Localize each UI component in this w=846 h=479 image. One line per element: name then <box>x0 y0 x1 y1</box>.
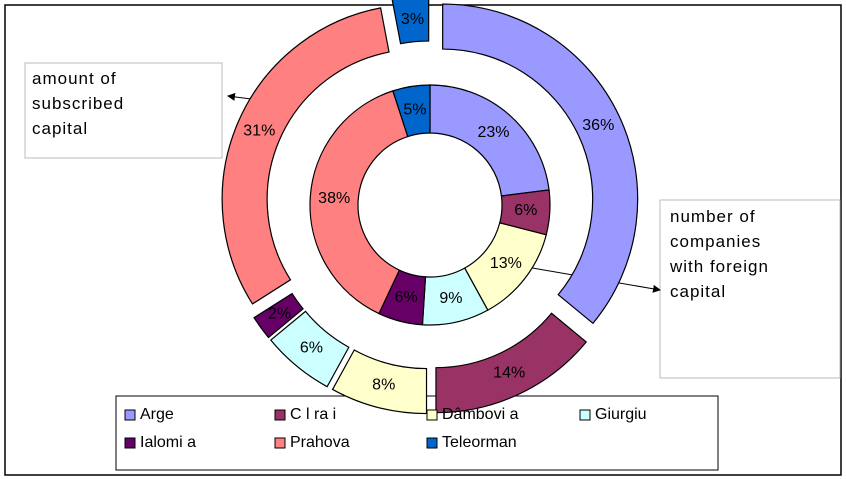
legend-label: Ialomi a <box>140 434 196 451</box>
data-label: 6% <box>300 340 323 357</box>
legend-swatch <box>579 409 591 421</box>
data-label: 2% <box>268 306 291 323</box>
data-label: 5% <box>403 101 426 118</box>
legend-swatch <box>426 437 438 449</box>
data-label: 13% <box>490 255 522 272</box>
doughnut-segment <box>442 3 639 325</box>
data-label: 9% <box>439 290 462 307</box>
data-label: 6% <box>514 202 537 219</box>
data-label: 36% <box>582 117 614 134</box>
doughnut-segment <box>253 292 304 339</box>
legend-swatch <box>274 409 286 421</box>
legend-label: Dâmbovi a <box>442 406 519 423</box>
data-label: 14% <box>493 365 525 382</box>
legend-swatch <box>426 409 438 421</box>
legend-swatch <box>124 409 136 421</box>
data-label: 8% <box>372 376 395 393</box>
legend-label: Prahova <box>290 434 350 451</box>
legend-label: Arge <box>140 406 174 423</box>
doughnut-segment <box>221 7 390 305</box>
legend-label: C l ra i <box>290 406 336 423</box>
doughnut-segment <box>269 310 350 388</box>
legend-label: Giurgiu <box>595 406 647 423</box>
legend-swatch <box>274 437 286 449</box>
annotation: amount of subscribed capital <box>32 69 124 138</box>
data-label: 3% <box>401 11 424 28</box>
annotation-box <box>659 199 841 379</box>
legend-label: Teleorman <box>442 434 517 451</box>
data-label: 38% <box>318 190 350 207</box>
doughnut-segment <box>392 84 431 138</box>
data-label: 6% <box>395 289 418 306</box>
data-label: 23% <box>477 124 509 141</box>
doughnut-segment <box>331 349 428 415</box>
doughnut-segment <box>309 90 409 315</box>
annotation-box <box>24 62 223 159</box>
annotation: number of companies with foreign capital <box>669 207 769 301</box>
legend-swatch <box>124 437 136 449</box>
doughnut-segment <box>391 0 430 45</box>
data-label: 31% <box>243 122 275 139</box>
